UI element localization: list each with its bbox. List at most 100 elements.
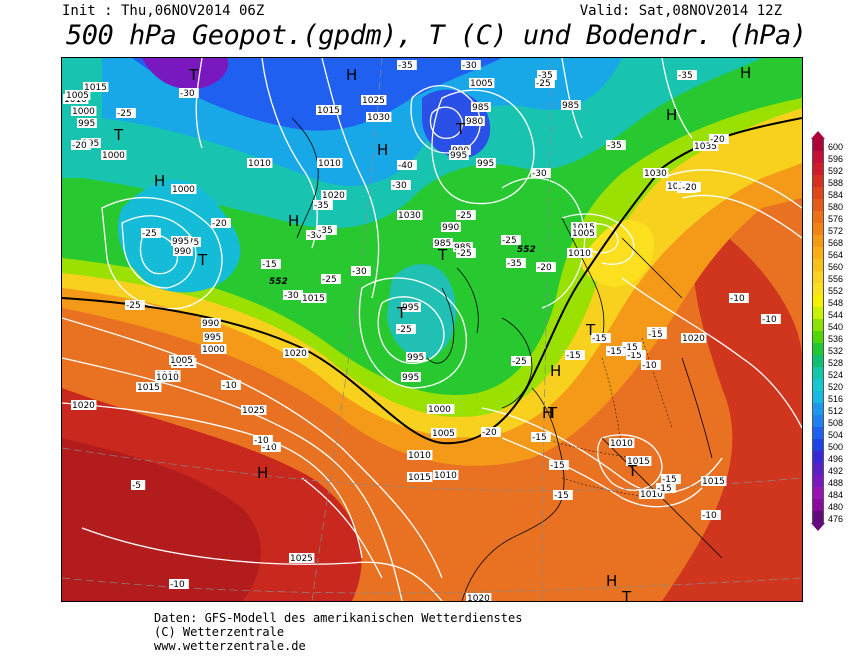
legend-swatch <box>812 187 824 199</box>
legend-level-label: 500 <box>828 442 844 452</box>
isobar-value-label: 1010 <box>155 372 181 383</box>
svg-text:1030: 1030 <box>398 211 421 221</box>
svg-text:1005: 1005 <box>470 79 493 89</box>
legend-swatch <box>812 355 824 367</box>
valid-time: Valid: Sat,08NOV2014 12Z <box>579 3 782 19</box>
svg-text:1030: 1030 <box>644 169 667 179</box>
coastline <box>561 217 605 339</box>
isobar-value-label: 1020 <box>681 333 707 344</box>
temperature-value-label: -15 <box>553 490 573 501</box>
border <box>561 477 653 499</box>
svg-text:-25: -25 <box>536 79 551 89</box>
legend-level-label: 592 <box>828 166 844 176</box>
legend-swatch <box>812 391 824 403</box>
isobar-value-label: 990 <box>441 222 461 233</box>
high-pressure-marker: H <box>550 362 561 380</box>
isobar-value-label: 1010 <box>609 438 635 449</box>
high-pressure-marker: H <box>666 106 677 124</box>
isobar-value-label: 1015 <box>301 293 327 304</box>
svg-text:-30: -30 <box>284 291 299 301</box>
svg-text:1010: 1010 <box>434 471 457 481</box>
isobar-value-label: 1030 <box>366 112 392 123</box>
svg-text:990: 990 <box>174 247 191 257</box>
isobar-value-label: 995 <box>401 302 421 313</box>
svg-text:-15: -15 <box>627 351 642 361</box>
temperature-value-label: -25 <box>501 235 521 246</box>
svg-text:1015: 1015 <box>408 473 431 483</box>
isobar <box>321 58 380 299</box>
svg-text:-20: -20 <box>212 219 227 229</box>
isobar-value-label: 1010 <box>317 158 343 169</box>
temperature-value-label: -20 <box>709 134 729 145</box>
svg-text:1035: 1035 <box>694 142 717 152</box>
svg-text:995: 995 <box>402 303 419 313</box>
svg-text:-10: -10 <box>222 381 237 391</box>
isobar-value-label: 1015 <box>407 472 433 483</box>
svg-text:-20: -20 <box>710 135 725 145</box>
temperature-value-label: -25 <box>511 356 531 367</box>
svg-text:1015: 1015 <box>702 477 725 487</box>
isobar-value-label: 1020 <box>283 348 309 359</box>
coastline <box>426 287 455 364</box>
field-blue <box>132 58 502 131</box>
isobar <box>481 407 723 494</box>
isobar-value-label: 1000 <box>71 106 97 117</box>
temperature-value-label: -15 <box>622 342 642 353</box>
svg-text:-30: -30 <box>532 169 547 179</box>
svg-text:-15: -15 <box>657 484 672 494</box>
isobar-value-label: 1015 <box>316 105 342 116</box>
legend-swatch <box>812 427 824 439</box>
field-darkred-sw <box>62 438 261 601</box>
temperature-value-label: -15 <box>606 346 626 357</box>
coastline <box>456 267 479 334</box>
legend-swatch <box>812 175 824 187</box>
svg-text:-10: -10 <box>262 443 277 453</box>
svg-text:-30: -30 <box>352 267 367 277</box>
legend-level-label: 544 <box>828 310 844 320</box>
svg-text:-25: -25 <box>397 325 412 335</box>
isobar-value-label: 995 <box>449 150 469 161</box>
svg-text:-15: -15 <box>623 343 638 353</box>
footer-data-source: Daten: GFS-Modell des amerikanischen Wet… <box>154 611 523 625</box>
temperature-value-label: -35 <box>606 140 626 151</box>
isobar <box>621 277 802 429</box>
legend-level-label: 580 <box>828 202 844 212</box>
temperature-value-label: -25 <box>116 108 136 119</box>
isobar-value-label: 1000 <box>201 344 227 355</box>
legend-swatch <box>812 487 824 499</box>
isobar-value-label: 1015 <box>701 476 727 487</box>
legend-level-label: 516 <box>828 394 844 404</box>
legend-level-label: 476 <box>828 514 844 524</box>
svg-text:1000: 1000 <box>172 185 195 195</box>
map-title: 500 hPa Geopot.(gpdm), T (C) und Bodendr… <box>66 20 807 51</box>
svg-text:1015: 1015 <box>317 106 340 116</box>
coastline <box>681 357 713 459</box>
low-pressure-marker: T <box>113 126 124 144</box>
svg-text:-25: -25 <box>322 275 337 285</box>
isobar <box>431 89 535 205</box>
temperature-value-label: -25 <box>125 300 145 311</box>
border <box>601 357 623 449</box>
svg-text:980: 980 <box>466 117 483 127</box>
isobar-value-label: 1005 <box>65 90 91 101</box>
temperature-value-label: -15 <box>531 432 551 443</box>
legend-level-label: 540 <box>828 322 844 332</box>
svg-text:-15: -15 <box>648 330 663 340</box>
isobar <box>81 527 443 601</box>
legend-level-label: 492 <box>828 466 844 476</box>
footer-copyright: (C) Wetterzentrale <box>154 625 285 639</box>
svg-text:990: 990 <box>202 319 219 329</box>
isobar-value-label: 1000 <box>171 184 197 195</box>
coastline <box>501 317 533 409</box>
svg-text:1020: 1020 <box>284 349 307 359</box>
legend-swatch <box>812 319 824 331</box>
high-pressure-marker: H <box>740 64 751 82</box>
svg-text:-5: -5 <box>132 481 141 491</box>
svg-text:1005: 1005 <box>572 229 595 239</box>
graticule <box>311 58 383 601</box>
geopotential-label: 552 <box>269 277 288 287</box>
legend-swatch <box>812 403 824 415</box>
svg-text:1005: 1005 <box>66 91 89 101</box>
temperature-value-label: -25 <box>535 78 555 89</box>
legend-swatch <box>812 259 824 271</box>
